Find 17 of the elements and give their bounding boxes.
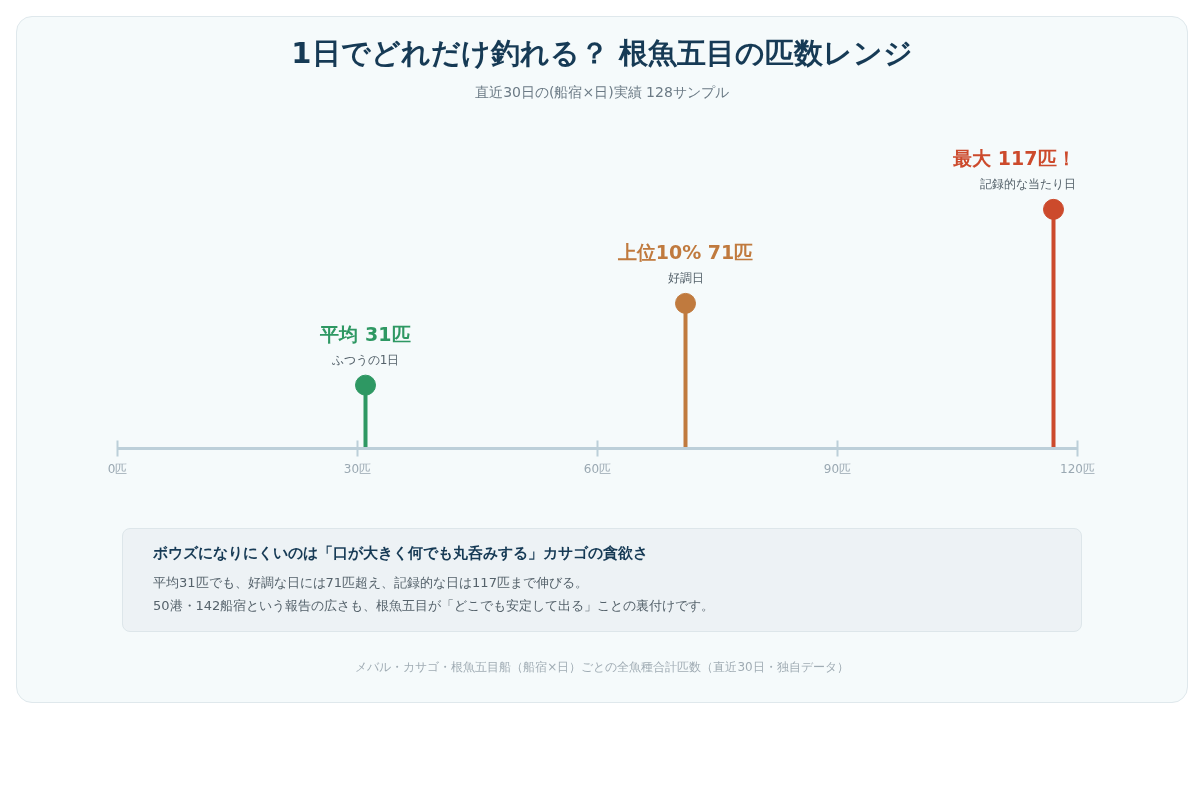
annotation: 記録的な当たり日 (979, 176, 1076, 191)
x-tick-label: 60匹 (583, 461, 612, 476)
x-tick-label: 0匹 (107, 461, 128, 476)
data-label: 上位10% 71匹 (616, 240, 754, 263)
chart-subtitle: 直近30日の(船宿×日)実績 128サンプル (474, 83, 730, 103)
annotation: ふつうの1日 (330, 352, 400, 367)
chart-title: 1日でどれだけ釣れる？ 根魚五目の匹数レンジ (290, 35, 914, 72)
x-tick-label: 30匹 (343, 461, 372, 476)
annotation: 好調日 (667, 270, 704, 285)
text: 平均31匹でも、好調な日には71匹超え、記録的な日は117匹まで伸びる。 (153, 574, 588, 590)
text: ボウズになりにくいのは「口が大きく何でも丸呑みする」カサゴの貪欲さ (153, 542, 649, 564)
text: メバル・カサゴ・根魚五目船（船宿×日）ごとの全魚種合計匹数（直近30日・独自データ） (354, 659, 850, 677)
data-label: 最大 117匹！ (952, 146, 1076, 169)
x-tick-label: 120匹 (1060, 461, 1095, 476)
data-label: 平均 31匹 (319, 322, 411, 345)
text: 50港・142船宿という報告の広さも、根魚五目が「どこでも安定して出る」ことの裏付けです。 (153, 597, 715, 613)
x-tick-label: 90匹 (823, 461, 852, 476)
